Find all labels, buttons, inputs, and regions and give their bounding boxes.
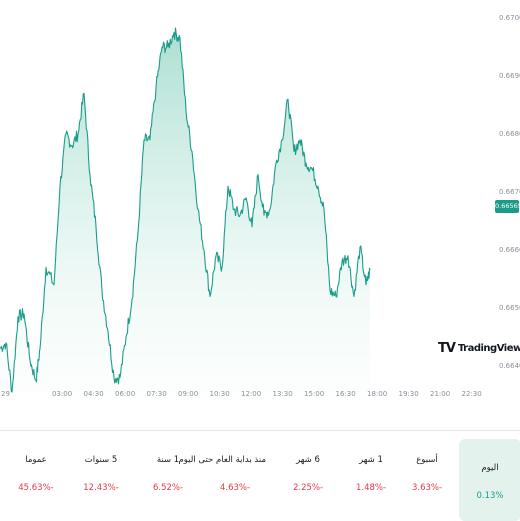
x-tick-label: 15:00: [304, 390, 324, 398]
x-tick-label: 19:30: [399, 390, 419, 398]
period-week[interactable]: أسبوع 3.63%-: [396, 455, 458, 505]
price-chart[interactable]: 0.67000 0.66900 0.66800 0.66700 0.66600 0.665…: [0, 0, 520, 410]
period-change: 6.52%-: [152, 483, 184, 493]
period-label: أسبوع: [416, 455, 438, 465]
period-label: منذ بداية العام حتى اليوم: [178, 455, 266, 465]
period-label: 1 سنة: [156, 455, 180, 465]
tradingview-logo-text: TradingView: [457, 342, 520, 354]
x-tick-label: 22:30: [462, 390, 482, 398]
x-tick-label: 06:00: [115, 390, 135, 398]
period-change: 2.25%-: [292, 483, 324, 493]
tradingview-logo-icon: TV: [438, 340, 456, 356]
y-tick-label: 0.66500: [499, 304, 520, 312]
performance-periods: اليوم 0.13% أسبوع 3.63%- 1 شهر 1.48%- 6 …: [0, 430, 520, 521]
period-label: عموما: [25, 455, 47, 465]
y-tick-label: 0.66900: [499, 72, 520, 80]
y-tick-label: 0.66700: [499, 188, 520, 196]
price-area: [0, 28, 370, 393]
y-tick-label: 0.67000: [499, 14, 520, 22]
x-tick-label: 13:30: [273, 390, 293, 398]
y-tick-label: 0.66600: [499, 246, 520, 254]
x-tick-label: 07:30: [147, 390, 167, 398]
period-change: 4.63%-: [219, 483, 251, 493]
period-1-year[interactable]: 1 سنة 6.52%-: [137, 455, 199, 505]
period-label: 5 سنوات: [84, 455, 118, 465]
y-tick-label: 0.66800: [499, 130, 520, 138]
period-5-years[interactable]: 5 سنوات 12.43%-: [70, 455, 132, 505]
period-change: 45.63%-: [18, 483, 54, 493]
x-tick-label: 09:00: [178, 390, 198, 398]
x-axis: 29 03:00 04:30 06:00 07:30 09:00 10:30 12:00 13:…: [1, 390, 482, 398]
period-change: 0.13%: [476, 491, 504, 501]
period-change: 1.48%-: [355, 483, 387, 493]
period-change: 3.63%-: [411, 483, 443, 493]
period-label: اليوم: [481, 463, 499, 473]
x-tick-label: 16:30: [336, 390, 356, 398]
tradingview-logo[interactable]: TV TradingView: [438, 340, 520, 356]
period-change: 12.43%-: [83, 483, 119, 493]
x-tick-label: 10:30: [210, 390, 230, 398]
y-tick-label: 0.66400: [499, 362, 520, 370]
x-tick-label: 04:30: [84, 390, 104, 398]
period-label: 1 شهر: [359, 455, 383, 465]
period-label: 6 شهر: [296, 455, 320, 465]
price-line: [0, 27, 371, 393]
x-tick-label: 03:00: [52, 390, 72, 398]
x-tick-label: 29: [1, 390, 10, 398]
period-all-time[interactable]: عموما 45.63%-: [5, 455, 67, 505]
y-axis: 0.67000 0.66900 0.66800 0.66700 0.66600 0.665…: [499, 14, 520, 370]
period-6-months[interactable]: 6 شهر 2.25%-: [277, 455, 339, 505]
x-tick-label: 18:00: [367, 390, 387, 398]
period-ytd[interactable]: منذ بداية العام حتى اليوم 4.63%-: [178, 455, 266, 505]
x-tick-label: 21:00: [430, 390, 450, 398]
last-price-badge: 0.66565: [495, 200, 520, 213]
period-1-month[interactable]: 1 شهر 1.48%-: [340, 455, 402, 505]
x-tick-label: 12:00: [241, 390, 261, 398]
period-today[interactable]: اليوم 0.13%: [459, 439, 520, 521]
